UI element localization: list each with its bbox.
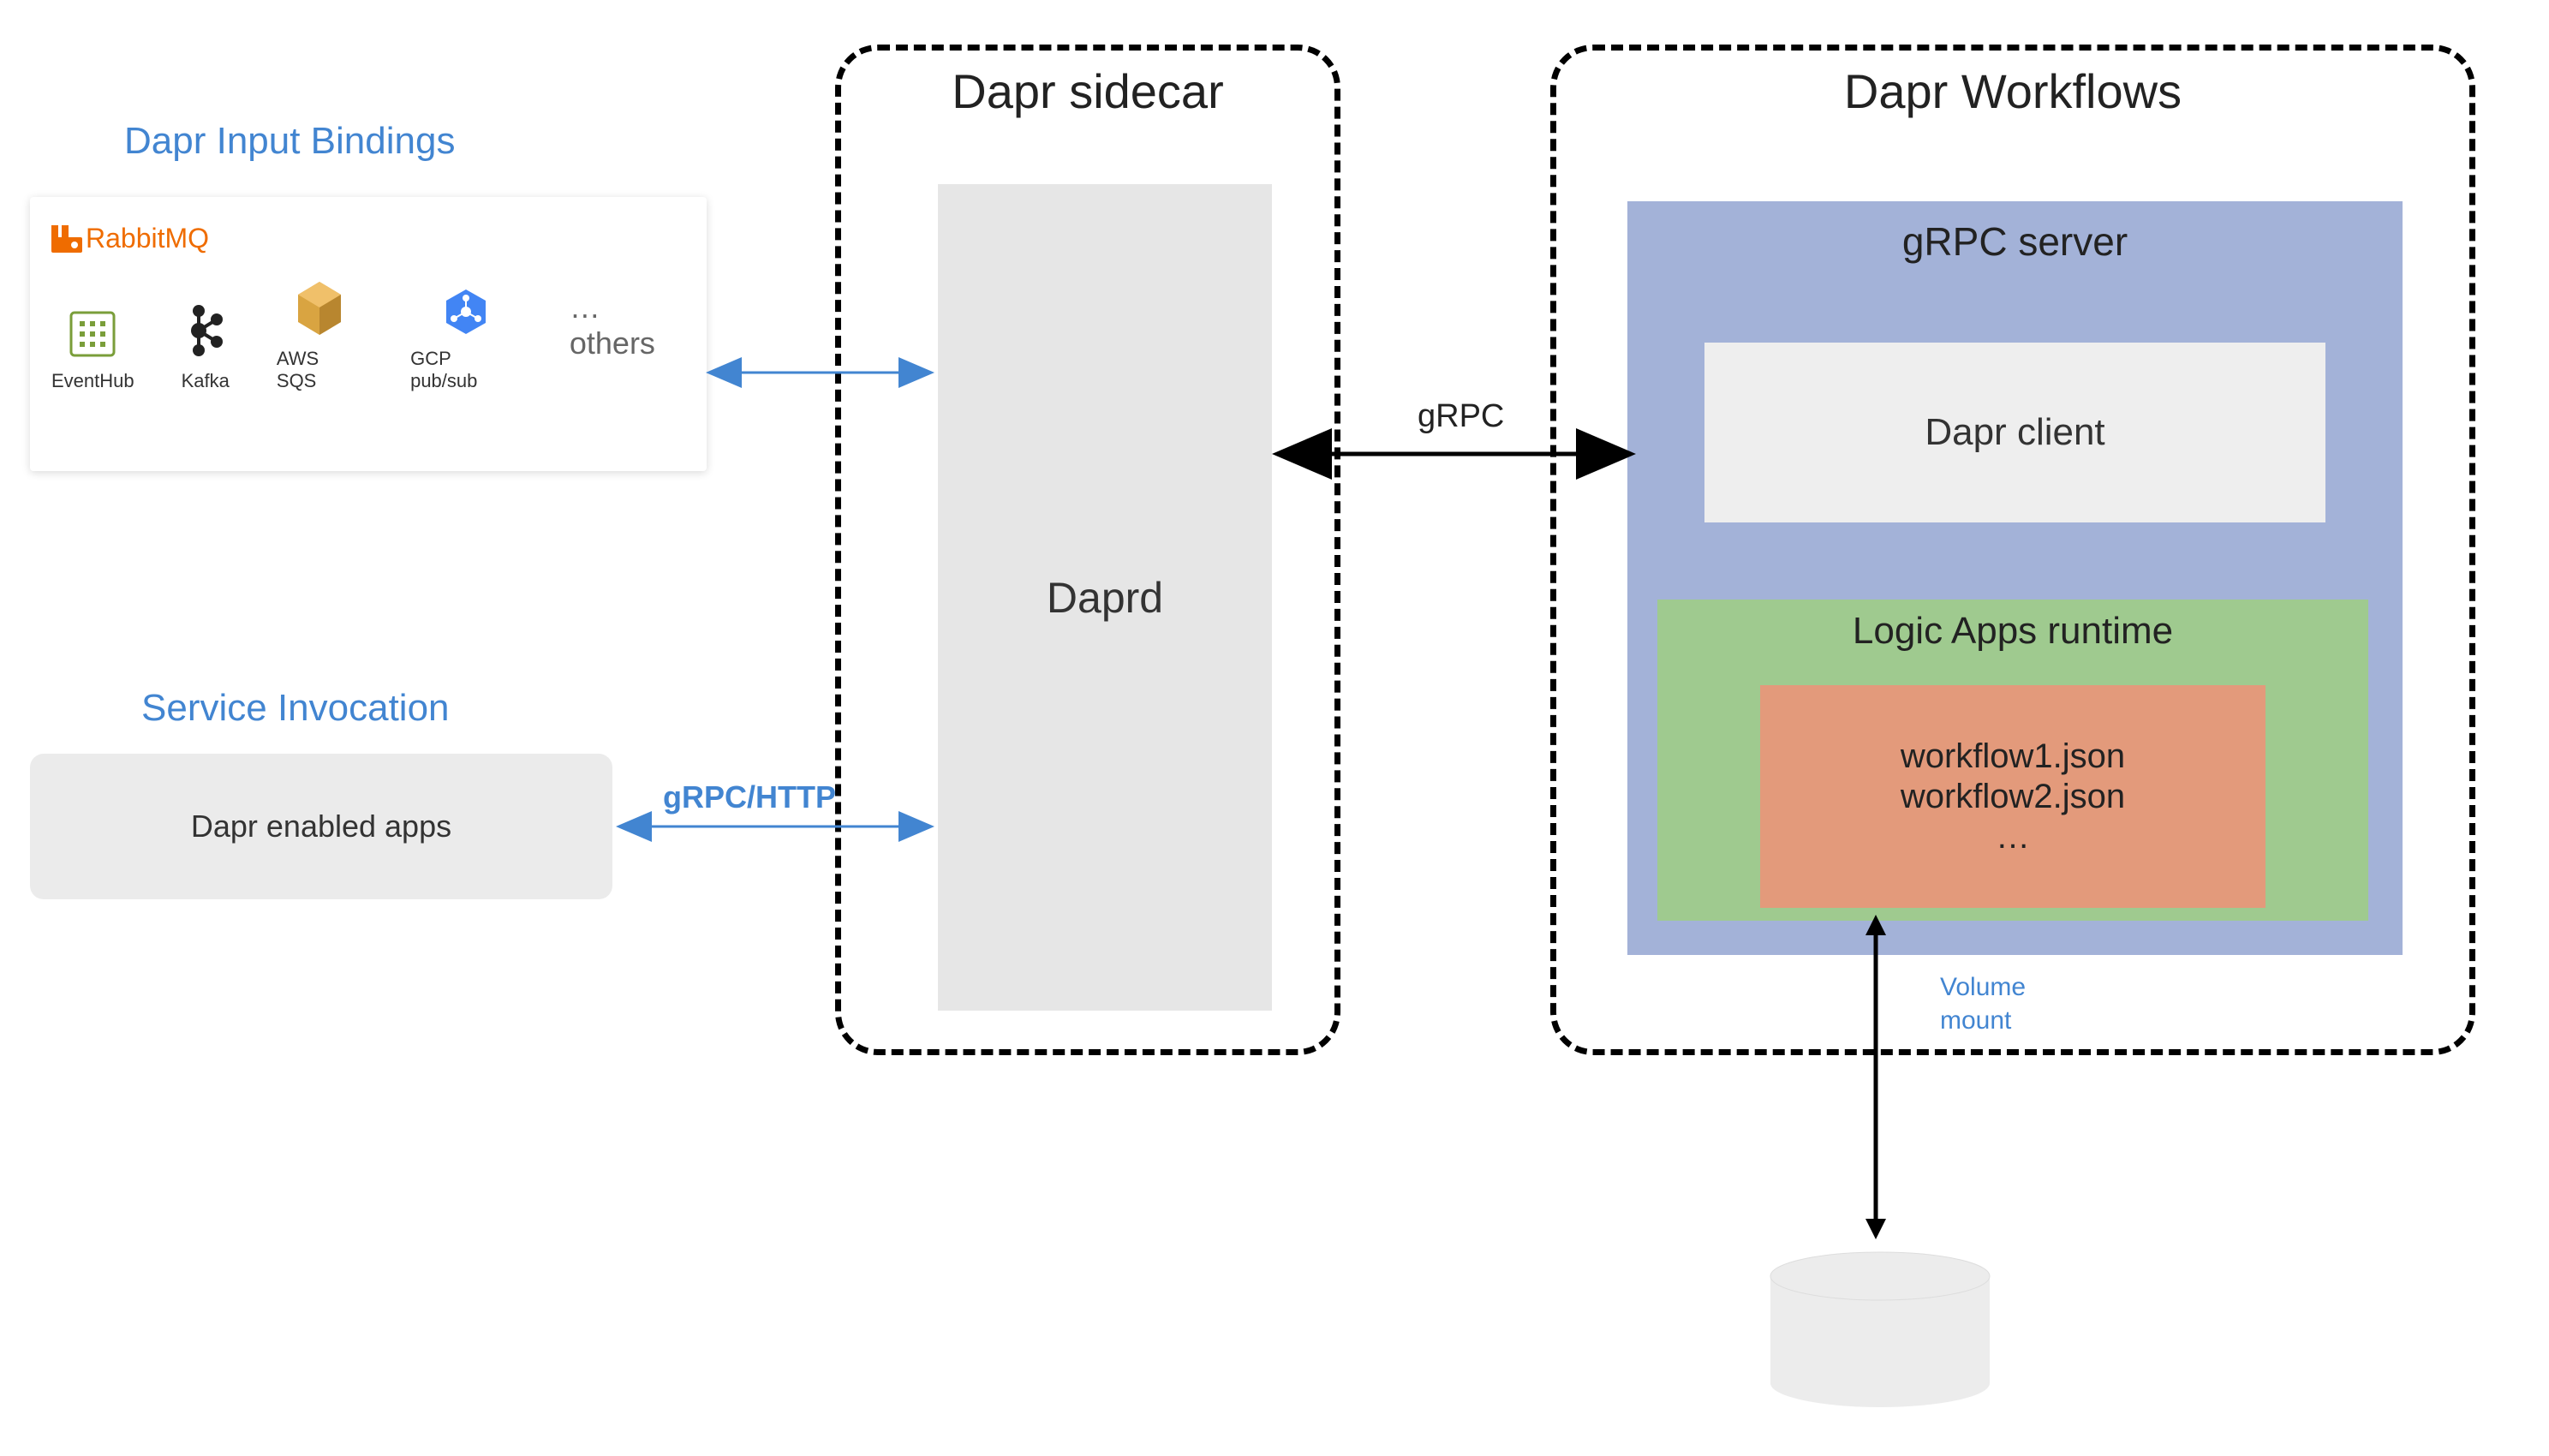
storage-cylinder bbox=[1769, 1250, 1991, 1409]
arrow-bindings-sidecar bbox=[0, 0, 2549, 1456]
architecture-diagram: Dapr Input Bindings RabbitMQ EventHub Ka… bbox=[0, 0, 2549, 1456]
volume-mount-label: Volume mount bbox=[1940, 970, 2026, 1037]
grpc-http-label: gRPC/HTTP bbox=[663, 779, 836, 815]
grpc-label: gRPC bbox=[1418, 398, 1504, 435]
